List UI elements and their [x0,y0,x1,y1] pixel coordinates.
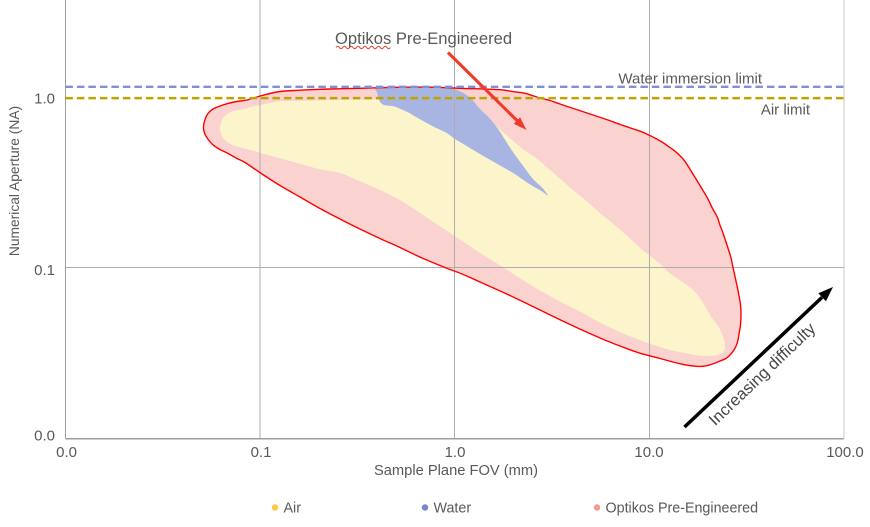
svg-text:Air: Air [284,501,302,517]
svg-text:Water: Water [434,501,472,517]
svg-text:0.0: 0.0 [56,444,77,461]
svg-text:Air limit: Air limit [761,102,811,119]
svg-text:100.0: 100.0 [826,444,864,461]
svg-text:Optikos Pre-Engineered: Optikos Pre-Engineered [606,501,759,517]
svg-text:Optikos Pre-Engineered: Optikos Pre-Engineered [335,29,512,48]
svg-text:1.0: 1.0 [445,444,466,461]
svg-text:0.1: 0.1 [34,262,55,279]
svg-text:Water immersion limit: Water immersion limit [618,70,762,87]
svg-text:0.0: 0.0 [34,428,55,445]
svg-text:Numerical Aperture (NA): Numerical Aperture (NA) [7,106,22,256]
svg-text:1.0: 1.0 [34,90,55,107]
svg-text:Sample Plane FOV (mm): Sample Plane FOV (mm) [374,463,538,479]
svg-text:0.1: 0.1 [251,444,272,461]
svg-text:10.0: 10.0 [634,444,663,461]
